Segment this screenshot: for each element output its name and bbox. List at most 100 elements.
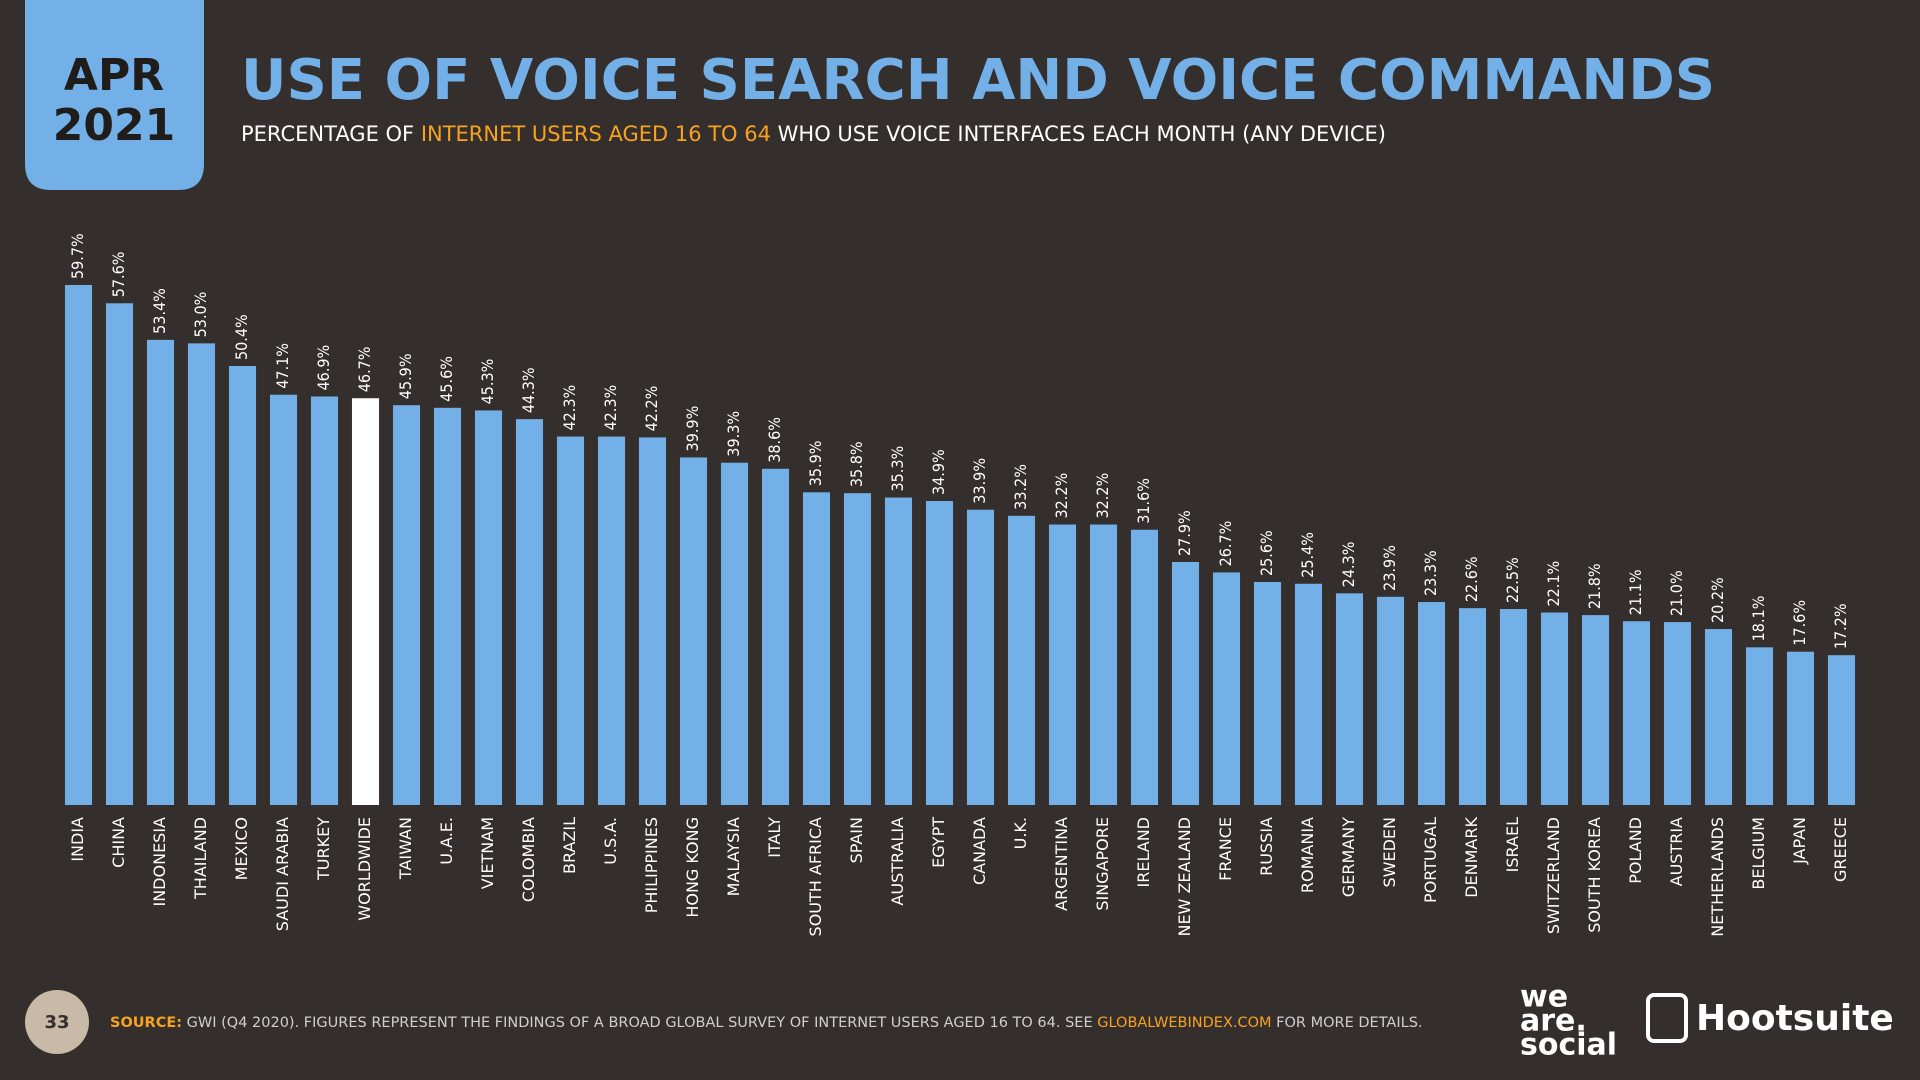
value-label: 20.2%: [1708, 577, 1727, 623]
x-tick-label: ARGENTINA: [1052, 817, 1071, 911]
x-tick-label: SPAIN: [847, 817, 866, 863]
source-text: GWI (Q4 2020). FIGURES REPRESENT THE FIN…: [182, 1015, 1097, 1031]
bar: [761, 468, 790, 805]
bar: [1294, 583, 1323, 805]
value-label: 53.4%: [150, 288, 169, 334]
x-tick-label: U.K.: [1011, 817, 1030, 849]
bar: [1007, 515, 1036, 805]
value-label: 18.1%: [1749, 596, 1768, 642]
value-label: 45.6%: [437, 356, 456, 402]
bar: [269, 394, 298, 805]
x-tick-label: NETHERLANDS: [1708, 817, 1727, 937]
subtitle-highlight: INTERNET USERS AGED 16 TO 64: [421, 122, 771, 146]
bar: [1417, 602, 1446, 805]
bar: [515, 419, 544, 805]
value-label: 47.1%: [273, 343, 292, 389]
bar: [1253, 582, 1282, 805]
logo-line: social: [1520, 1028, 1617, 1063]
subtitle-part: PERCENTAGE OF: [241, 122, 421, 146]
bar: [556, 436, 585, 805]
we-are-social-logo: we are. social: [1520, 980, 1617, 1063]
x-tick-label: THAILAND: [191, 817, 210, 900]
bar: [966, 509, 995, 805]
x-tick-label: MALAYSIA: [724, 817, 743, 896]
bar: [433, 407, 462, 805]
x-tick-label: POLAND: [1626, 817, 1645, 884]
value-label: 21.0%: [1667, 570, 1686, 616]
value-label: 45.3%: [478, 359, 497, 405]
bar: [392, 405, 421, 805]
x-tick-label: GERMANY: [1339, 817, 1358, 897]
page-badge: [25, 990, 89, 1054]
hootsuite-logo: Hootsuite: [1696, 998, 1894, 1039]
x-tick-label: BELGIUM: [1749, 817, 1768, 890]
bar: [679, 457, 708, 805]
value-label: 57.6%: [109, 252, 128, 298]
value-label: 21.1%: [1626, 569, 1645, 615]
bar: [146, 339, 175, 805]
chart-subtitle: PERCENTAGE OF INTERNET USERS AGED 16 TO …: [241, 122, 1386, 146]
value-label: 17.2%: [1831, 603, 1850, 649]
value-label: 42.3%: [601, 385, 620, 431]
bar: [1335, 593, 1364, 805]
value-label: 42.2%: [642, 386, 661, 432]
bar: [925, 501, 954, 805]
bar: [843, 493, 872, 805]
x-tick-label: ITALY: [765, 817, 784, 858]
bar: [351, 398, 380, 805]
bar: [1622, 621, 1651, 805]
x-tick-label: TAIWAN: [396, 817, 415, 880]
x-tick-label: ISRAEL: [1503, 817, 1522, 872]
value-label: 21.8%: [1585, 563, 1604, 609]
x-tick-label: SINGAPORE: [1093, 817, 1112, 911]
value-label: 39.3%: [724, 411, 743, 457]
x-tick-label: SWITZERLAND: [1544, 817, 1563, 934]
x-tick-label: BRAZIL: [560, 817, 579, 874]
x-tick-label: SAUDI ARABIA: [273, 817, 292, 931]
value-label: 46.7%: [355, 347, 374, 393]
date-badge: [25, 0, 204, 190]
value-label: 25.4%: [1298, 532, 1317, 578]
x-tick-label: TURKEY: [314, 817, 333, 881]
badge-year: 2021: [53, 100, 175, 151]
source-label: SOURCE:: [110, 1015, 182, 1031]
source-note: SOURCE: GWI (Q4 2020). FIGURES REPRESENT…: [110, 1015, 1423, 1031]
bar: [638, 437, 667, 805]
x-tick-label: CANADA: [970, 817, 989, 885]
x-tick-label: FRANCE: [1216, 817, 1235, 881]
value-label: 53.0%: [191, 292, 210, 338]
value-label: 27.9%: [1175, 510, 1194, 556]
value-label: 26.7%: [1216, 521, 1235, 567]
bar: [1581, 615, 1610, 805]
value-label: 22.6%: [1462, 556, 1481, 602]
bar: [1089, 524, 1118, 805]
x-tick-label: SOUTH KOREA: [1585, 817, 1604, 933]
logo-line: we: [1520, 980, 1568, 1015]
source-link[interactable]: GLOBALWEBINDEX.COM: [1097, 1015, 1271, 1031]
bar: [1663, 622, 1692, 805]
x-tick-label: VIETNAM: [478, 817, 497, 889]
bar: [1130, 529, 1159, 805]
x-tick-label: INDONESIA: [150, 817, 169, 907]
x-tick-label: CHINA: [109, 817, 128, 868]
value-label: 45.9%: [396, 353, 415, 399]
bar: [105, 303, 134, 805]
bar: [1827, 655, 1856, 805]
value-label: 22.5%: [1503, 557, 1522, 603]
bar: [802, 492, 831, 805]
badge-month: APR: [64, 50, 164, 101]
x-tick-label: PHILIPPINES: [642, 817, 661, 913]
x-tick-label: PORTUGAL: [1421, 817, 1440, 903]
x-tick-label: INDIA: [68, 817, 87, 862]
bar: [1458, 608, 1487, 805]
value-label: 17.6%: [1790, 600, 1809, 646]
bar: [187, 343, 216, 805]
bar: [1171, 561, 1200, 805]
value-label: 42.3%: [560, 385, 579, 431]
plot: 59.7% INDIA 57.6% CHINA 53.4% INDONESIA 53.0% T…: [64, 233, 1856, 937]
hootsuite-icon: [1646, 993, 1688, 1043]
x-tick-label: IRELAND: [1134, 817, 1153, 887]
bar: [1704, 629, 1733, 805]
